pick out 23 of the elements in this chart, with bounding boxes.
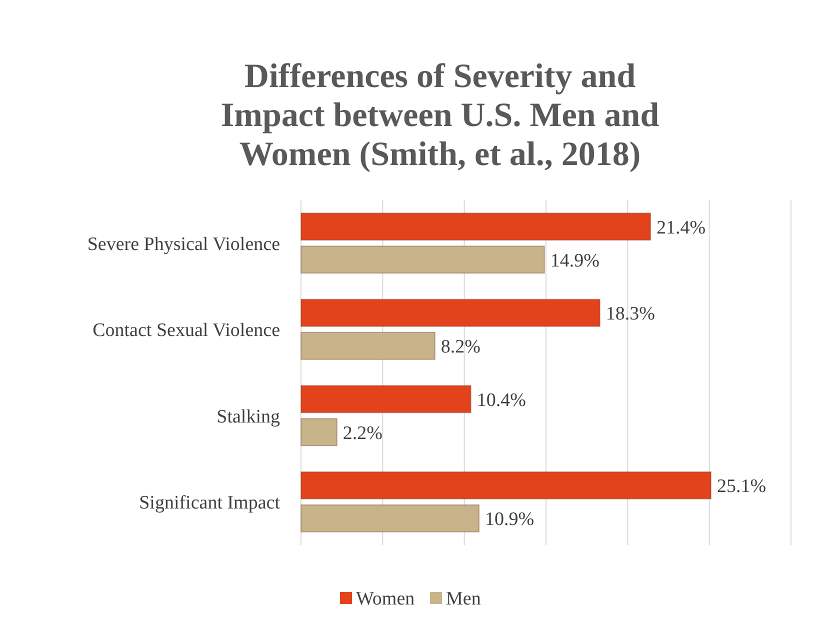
- bar: [300, 418, 338, 446]
- bar: [300, 212, 652, 241]
- legend-label: Women: [356, 588, 416, 610]
- legend-label: Men: [446, 588, 482, 610]
- y-tick-label: Stalking: [216, 406, 280, 428]
- data-label: 10.9%: [485, 509, 534, 530]
- data-label: 8.2%: [440, 336, 481, 358]
- bar: [300, 504, 480, 532]
- bar: [300, 332, 436, 360]
- bar: [300, 298, 600, 327]
- data-label: 25.1%: [716, 476, 766, 498]
- data-label: 14.9%: [550, 250, 600, 272]
- y-tick-label: Contact Sexual Violence: [92, 320, 280, 342]
- data-label: 2.2%: [342, 422, 383, 444]
- bar: [300, 246, 545, 274]
- y-tick-label: Significant Impact: [139, 492, 281, 514]
- chart-title: Differences of Severity and Impact between U.S. Men and Women (Smith, et al., 2018): [220, 58, 660, 173]
- data-label: 18.3%: [606, 304, 656, 325]
- data-label: 21.4%: [656, 217, 706, 238]
- bar: [300, 471, 712, 500]
- data-label: 10.4%: [476, 390, 526, 411]
- bar: [300, 385, 472, 414]
- y-tick-label: Severe Physical Violence: [87, 234, 280, 255]
